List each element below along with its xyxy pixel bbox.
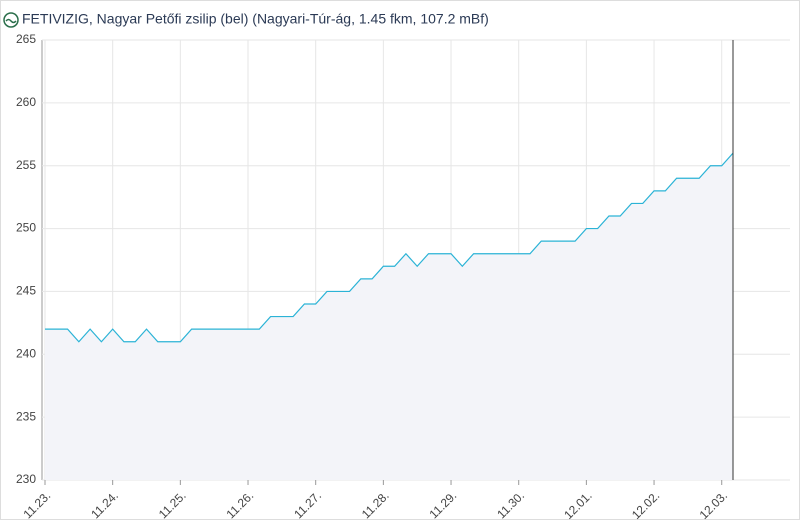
y-tick-label: 230 bbox=[16, 472, 36, 486]
chart-title: FETIVIZIG, Nagyar Petőfi zsilip (bel) (N… bbox=[22, 11, 489, 27]
y-tick-label: 250 bbox=[16, 221, 36, 235]
y-tick-label: 240 bbox=[16, 346, 36, 360]
y-tick-label: 255 bbox=[16, 158, 36, 172]
y-tick-label: 245 bbox=[16, 284, 36, 298]
area bbox=[45, 153, 733, 480]
y-tick-label: 260 bbox=[16, 95, 36, 109]
y-tick-label: 265 bbox=[16, 32, 36, 46]
line bbox=[45, 152, 734, 343]
y-tick-label: 235 bbox=[16, 409, 36, 423]
logo bbox=[3, 12, 19, 28]
